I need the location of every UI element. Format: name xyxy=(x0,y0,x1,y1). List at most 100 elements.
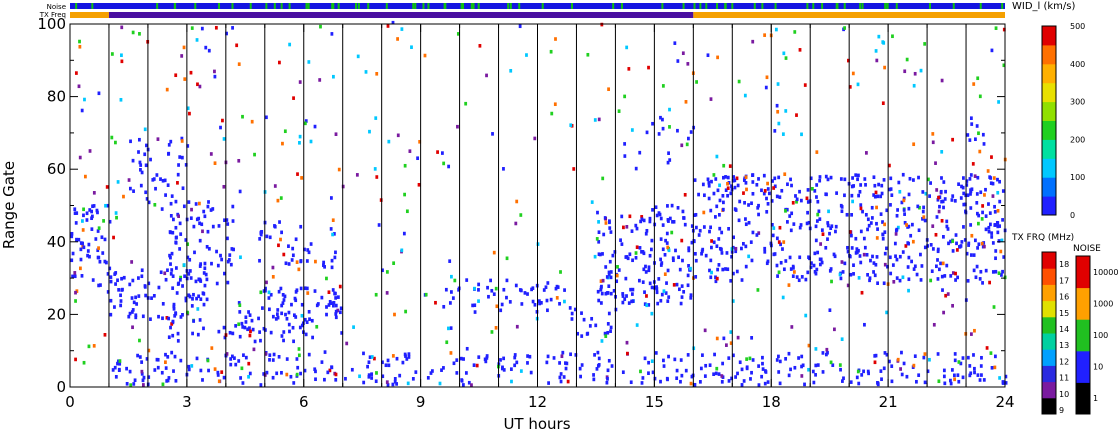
echo-pixel xyxy=(142,375,146,380)
echo-pixel xyxy=(978,149,982,154)
echo-pixel xyxy=(834,229,837,234)
echo-pixel xyxy=(775,358,779,362)
echo-pixel xyxy=(961,375,965,380)
echo-pixel xyxy=(181,313,184,317)
echo-pixel xyxy=(331,288,335,292)
echo-pixel xyxy=(237,62,241,66)
echo-pixel xyxy=(603,216,607,220)
echo-pixel xyxy=(139,163,143,167)
colorbar-noise-swatch xyxy=(1076,256,1090,289)
echo-pixel xyxy=(621,294,625,298)
colorbar-txfreq-swatch xyxy=(1042,381,1056,399)
echo-pixel xyxy=(175,235,178,240)
echo-pixel xyxy=(169,255,172,260)
echo-pixel xyxy=(350,367,354,372)
echo-pixel xyxy=(596,350,600,355)
echo-pixel xyxy=(666,245,670,250)
echo-pixel xyxy=(612,288,616,293)
echo-pixel xyxy=(157,285,161,290)
echo-pixel xyxy=(197,294,201,299)
echo-pixel xyxy=(298,80,302,84)
echo-pixel xyxy=(645,303,649,308)
colorbar-txfreq-swatch xyxy=(1042,268,1056,285)
echo-pixel xyxy=(982,241,986,245)
echo-pixel xyxy=(994,256,997,261)
echo-pixel xyxy=(738,199,742,204)
echo-pixel xyxy=(808,256,811,261)
echo-pixel xyxy=(731,178,735,183)
echo-pixel xyxy=(73,211,77,216)
echo-pixel xyxy=(248,313,252,317)
echo-pixel xyxy=(176,331,180,336)
echo-pixel xyxy=(92,344,96,348)
echo-pixel xyxy=(271,375,275,380)
echo-pixel xyxy=(114,211,118,215)
echo-pixel xyxy=(765,210,769,214)
echo-pixel xyxy=(926,244,930,248)
echo-pixel xyxy=(856,177,859,182)
echo-pixel xyxy=(991,241,995,245)
echo-pixel xyxy=(116,278,119,283)
echo-pixel xyxy=(748,356,752,361)
echo-pixel xyxy=(815,183,819,187)
echo-pixel xyxy=(492,250,496,255)
echo-pixel xyxy=(820,260,824,265)
echo-pixel xyxy=(800,364,803,369)
echo-pixel xyxy=(903,220,907,225)
echo-pixel xyxy=(972,353,975,357)
echo-pixel xyxy=(294,237,298,242)
echo-pixel xyxy=(604,334,608,338)
echo-pixel xyxy=(209,152,213,156)
y-tick-label: 60 xyxy=(47,160,66,178)
echo-pixel xyxy=(874,262,878,267)
echo-pixel xyxy=(766,202,770,206)
echo-pixel xyxy=(956,373,960,377)
echo-pixel xyxy=(273,184,277,188)
echo-pixel xyxy=(109,312,113,317)
colorbar-width-title: WID_l (km/s) xyxy=(1012,1,1076,12)
colorbar-txfreq-swatch xyxy=(1042,284,1056,302)
echo-pixel xyxy=(560,354,564,359)
noise-speckle xyxy=(331,3,334,9)
echo-pixel xyxy=(88,254,91,259)
echo-pixel xyxy=(643,290,646,294)
echo-pixel xyxy=(998,199,1002,204)
noise-speckle xyxy=(173,3,176,9)
echo-pixel xyxy=(935,188,939,192)
echo-pixel xyxy=(907,277,911,282)
echo-pixel xyxy=(183,274,187,279)
echo-pixel xyxy=(191,297,194,301)
echo-pixel xyxy=(667,295,671,299)
echo-pixel xyxy=(751,180,755,184)
echo-pixel xyxy=(526,292,529,296)
echo-pixel xyxy=(303,286,307,290)
echo-pixel xyxy=(862,252,866,257)
echo-pixel xyxy=(686,353,690,357)
echo-pixel xyxy=(873,273,877,278)
echo-pixel xyxy=(386,383,390,387)
echo-pixel xyxy=(780,188,784,193)
echo-pixel xyxy=(984,268,988,273)
echo-pixel xyxy=(220,370,224,374)
echo-pixel xyxy=(751,191,755,196)
echo-pixel xyxy=(434,300,437,305)
echo-pixel xyxy=(623,142,627,146)
echo-pixel xyxy=(957,360,961,364)
echo-pixel xyxy=(807,220,811,225)
echo-pixel xyxy=(82,207,85,212)
echo-pixel xyxy=(960,240,964,244)
echo-pixel xyxy=(782,267,786,272)
echo-pixel xyxy=(750,370,753,375)
echo-pixel xyxy=(625,45,629,50)
echo-pixel xyxy=(770,222,774,227)
echo-pixel xyxy=(806,200,810,204)
echo-pixel xyxy=(247,375,250,379)
echo-pixel xyxy=(968,177,972,181)
echo-pixel xyxy=(385,291,389,295)
echo-pixel xyxy=(375,71,379,76)
echo-pixel xyxy=(712,173,716,177)
echo-pixel xyxy=(861,209,864,214)
echo-pixel xyxy=(478,44,482,48)
echo-pixel xyxy=(296,172,299,176)
